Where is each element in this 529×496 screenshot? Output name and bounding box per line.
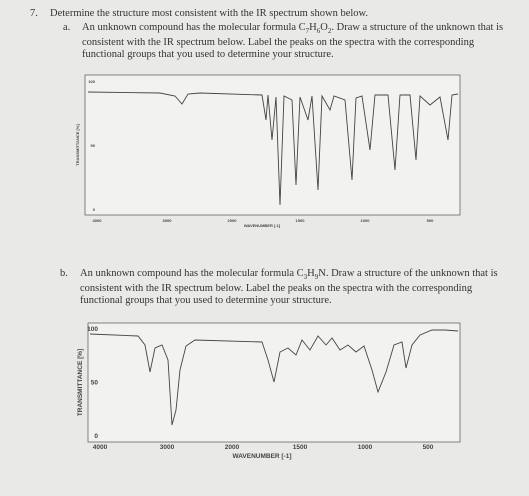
y-tick-label: 100 (88, 79, 95, 84)
x-tick-label: 3000 (163, 218, 173, 223)
x-tick-label: 1500 (293, 444, 308, 451)
text-run: O (320, 22, 328, 33)
x-tick-label: 2000 (228, 218, 238, 223)
x-axis-label: WAVENUMBER [-1] (244, 223, 281, 228)
text-run: H (309, 22, 317, 33)
part-text: An unknown compound has the molecular fo… (82, 22, 512, 61)
y-tick-label: 0 (93, 207, 96, 212)
subscript: 3 (303, 273, 308, 282)
y-axis-label: TRANSMITTANCE [%] (75, 124, 80, 166)
part-label: b. (60, 268, 68, 279)
text-run: N. Draw a structure of the unknown that … (80, 268, 498, 307)
x-tick-label: 1000 (358, 444, 373, 451)
spectrum-curve (87, 91, 459, 206)
spectrum-frame (87, 322, 461, 443)
text-run: An unknown compound has the molecular fo… (80, 268, 304, 279)
x-tick-label: 1500 (296, 218, 306, 223)
y-tick-label: 50 (91, 380, 99, 387)
text-run: H (307, 268, 315, 279)
part-text: An unknown compound has the molecular fo… (80, 268, 510, 307)
x-tick-label: 4000 (93, 218, 103, 223)
text-run: An unknown compound has the molecular fo… (82, 22, 306, 33)
question-text: Determine the structure most consistent … (50, 8, 369, 19)
spectrum-curve (89, 329, 459, 426)
subscript: 9 (314, 273, 319, 282)
x-tick-label: 4000 (93, 444, 108, 451)
subscript: 6 (316, 27, 321, 36)
x-tick-label: 2000 (225, 444, 240, 451)
subscript: 2 (327, 27, 332, 36)
x-tick-label: 1000 (361, 218, 371, 223)
y-tick-label: 50 (91, 143, 96, 148)
x-tick-label: 3000 (160, 444, 175, 451)
text-run: . Draw a structure of the unknown that i… (82, 22, 504, 61)
x-axis-label: WAVENUMBER [-1] (232, 453, 291, 460)
x-tick-label: 500 (427, 218, 434, 223)
y-tick-label: 0 (94, 433, 98, 440)
spectrum-frame (84, 74, 461, 216)
y-axis-label: TRANSMITTANCE [%] (77, 349, 84, 416)
x-tick-label: 500 (423, 444, 434, 451)
y-tick-label: 100 (87, 326, 98, 333)
question-number: 7. (30, 8, 38, 19)
part-label: a. (63, 22, 71, 33)
subscript: 7 (305, 27, 310, 36)
